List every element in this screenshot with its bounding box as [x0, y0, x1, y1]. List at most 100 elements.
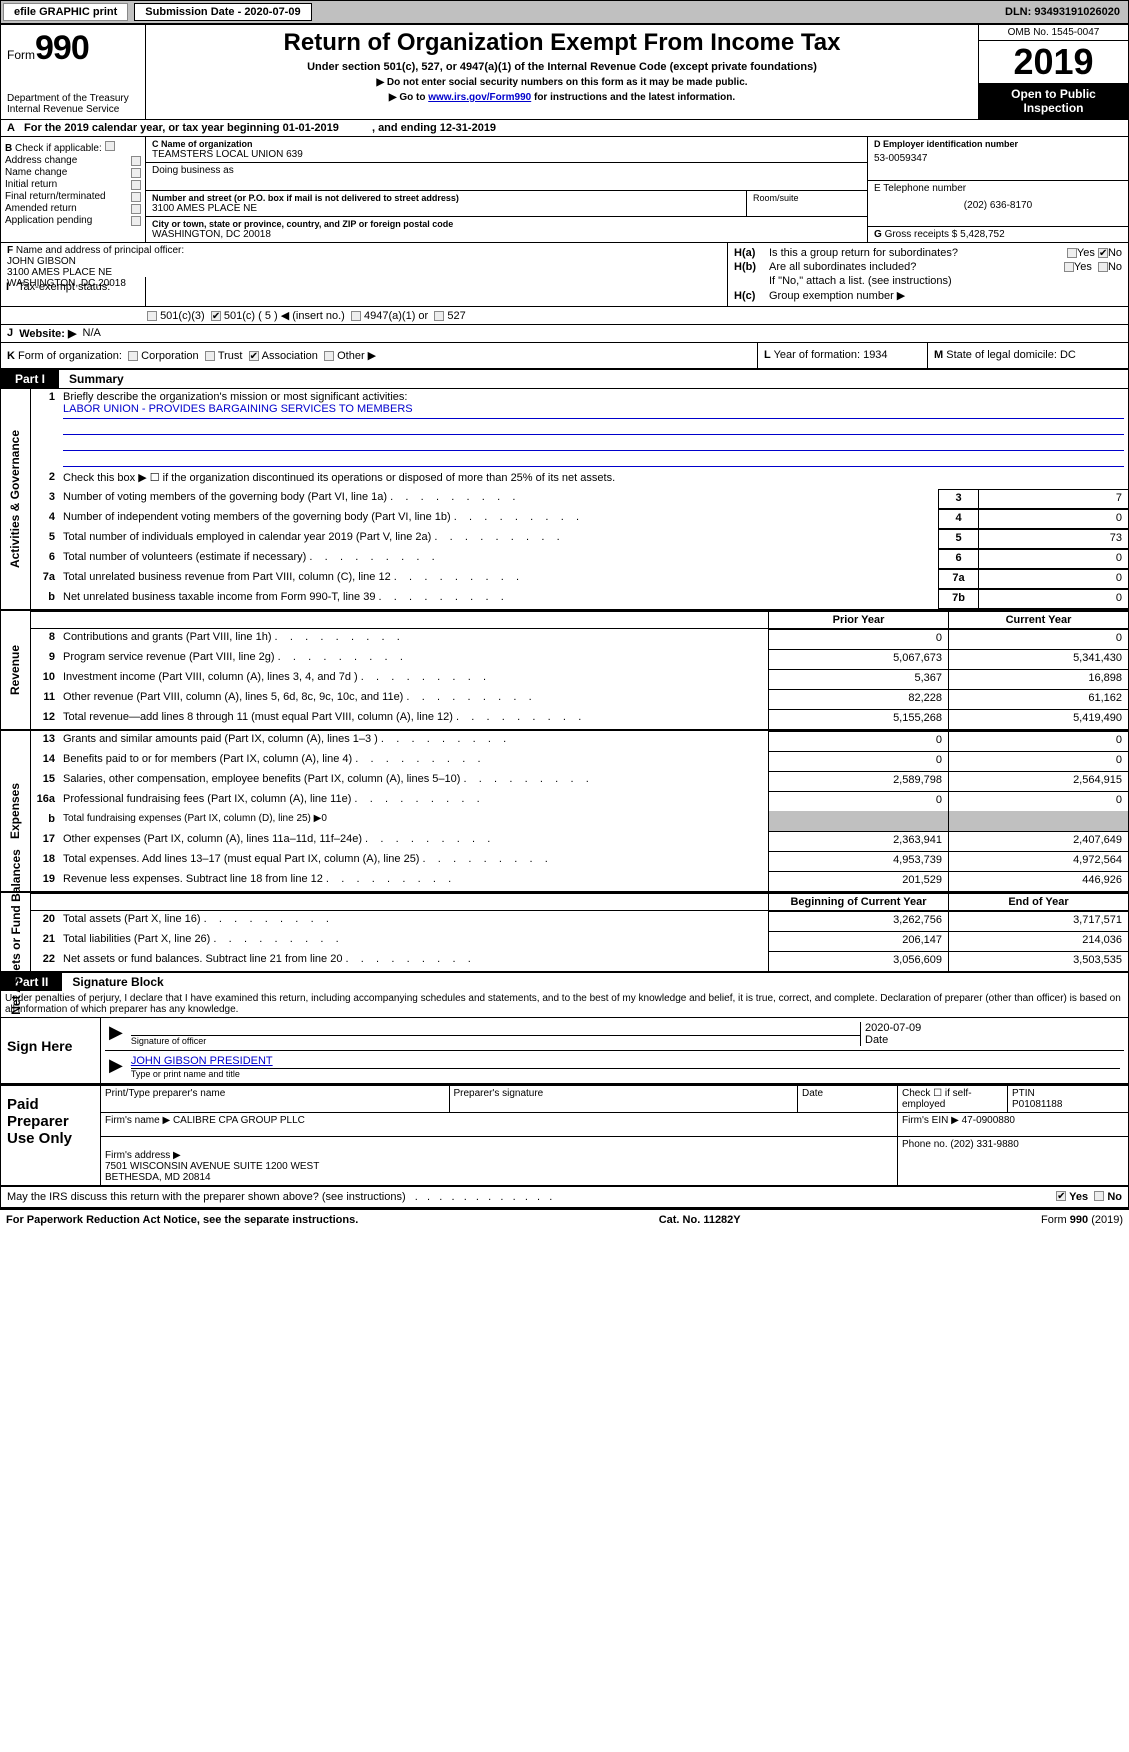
mission-blank-3 [63, 451, 1124, 467]
summary-line: b Net unrelated business taxable income … [31, 589, 1128, 609]
irs-no-check[interactable] [1094, 1191, 1104, 1201]
summary-line: 14 Benefits paid to or for members (Part… [31, 751, 1128, 771]
line-num: 4 [31, 509, 59, 529]
curr-val: 0 [948, 629, 1128, 649]
section-b-item-check[interactable] [131, 168, 141, 178]
hb-yes-check[interactable] [1064, 262, 1074, 272]
ha-yes-check[interactable] [1067, 248, 1077, 258]
sig-officer-label: Signature of officer [131, 1036, 860, 1046]
line-val: 7 [978, 489, 1128, 509]
section-b-item-label: Initial return [5, 179, 57, 190]
sign-here-label: Sign Here [1, 1018, 101, 1083]
section-b-item-check[interactable] [131, 156, 141, 166]
row-a-letter: A [7, 122, 15, 134]
g-letter: G [874, 229, 882, 240]
assoc-check[interactable] [249, 351, 259, 361]
print-name-label: Print/Type preparer's name [101, 1086, 450, 1112]
hb-no-check[interactable] [1098, 262, 1108, 272]
form-title-block: Return of Organization Exempt From Incom… [146, 25, 978, 119]
curr-val: 0 [948, 731, 1128, 751]
opt-501c3: 501(c)(3) [160, 310, 205, 322]
form-title: Return of Organization Exempt From Incom… [150, 29, 974, 57]
net-assets-section: Net Assets or Fund Balances Beginning of… [1, 893, 1128, 973]
officer-name: JOHN GIBSON [7, 256, 76, 267]
section-b-item: Amended return [5, 203, 141, 214]
line-box: 6 [938, 549, 978, 569]
opt-assoc: Association [262, 350, 318, 362]
curr-val: 446,926 [948, 871, 1128, 891]
corp-check[interactable] [128, 351, 138, 361]
website-value: N/A [83, 327, 101, 340]
section-b-item-label: Final return/terminated [5, 191, 106, 202]
trust-check[interactable] [205, 351, 215, 361]
line-desc: Total liabilities (Part X, line 26) [59, 931, 768, 951]
curr-val: 61,162 [948, 689, 1128, 709]
summary-line: 4 Number of independent voting members o… [31, 509, 1128, 529]
line-desc: Total unrelated business revenue from Pa… [59, 569, 938, 589]
irs-link[interactable]: www.irs.gov/Form990 [428, 92, 531, 103]
line-desc: Other expenses (Part IX, column (A), lin… [59, 831, 768, 851]
section-b-item: Name change [5, 167, 141, 178]
curr-val: 0 [948, 791, 1128, 811]
part2-header: Part II Signature Block [1, 973, 1128, 991]
hc-label: H(c) [734, 290, 769, 302]
section-b-item: Address change [5, 155, 141, 166]
line-num: 7a [31, 569, 59, 589]
k-letter: K [7, 350, 15, 362]
line-num: 6 [31, 549, 59, 569]
paid-preparer-label: Paid Preparer Use Only [1, 1086, 101, 1185]
ha-no-check[interactable] [1098, 248, 1108, 258]
summary-line: 16a Professional fundraising fees (Part … [31, 791, 1128, 811]
section-b-item-label: Application pending [5, 215, 92, 226]
527-check[interactable] [434, 311, 444, 321]
mission-blank-1 [63, 419, 1124, 435]
check-applicable-box[interactable] [105, 141, 115, 151]
summary-line: 5 Total number of individuals employed i… [31, 529, 1128, 549]
efile-graphic-button[interactable]: efile GRAPHIC print [3, 3, 128, 21]
summary-line: 18 Total expenses. Add lines 13–17 (must… [31, 851, 1128, 871]
phone-label: E Telephone number [874, 183, 1122, 194]
section-b-item-check[interactable] [131, 216, 141, 226]
row-a-tax-year: A For the 2019 calendar year, or tax yea… [1, 120, 1128, 137]
street-value: 3100 AMES PLACE NE [152, 203, 740, 214]
opt-other: Other ▶ [337, 349, 376, 362]
501c3-check[interactable] [147, 311, 157, 321]
end-year-header: End of Year [948, 893, 1128, 911]
section-b-item-check[interactable] [131, 192, 141, 202]
irs-yes-check[interactable] [1056, 1191, 1066, 1201]
l-letter: L [764, 349, 771, 361]
letter-b: B [5, 143, 12, 154]
line-num: 9 [31, 649, 59, 669]
line-val: 73 [978, 529, 1128, 549]
line-num: 12 [31, 709, 59, 729]
line-desc: Total number of individuals employed in … [59, 529, 938, 549]
row-a-begin: For the 2019 calendar year, or tax year … [24, 122, 339, 134]
line-num: 11 [31, 689, 59, 709]
dba-label: Doing business as [152, 165, 861, 176]
section-b-item-check[interactable] [131, 204, 141, 214]
part1-header: Part I Summary [1, 370, 1128, 388]
line-desc: Number of independent voting members of … [59, 509, 938, 529]
501c-check[interactable] [211, 311, 221, 321]
prior-val: 3,056,609 [768, 951, 948, 971]
top-bar: efile GRAPHIC print Submission Date - 20… [0, 0, 1129, 24]
line-num: 17 [31, 831, 59, 851]
part1-title: Summary [59, 372, 124, 386]
section-b-item-check[interactable] [131, 180, 141, 190]
ha-yes: Yes [1077, 247, 1095, 259]
prior-val: 0 [768, 751, 948, 771]
summary-line: 12 Total revenue—add lines 8 through 11 … [31, 709, 1128, 729]
street-label: Number and street (or P.O. box if mail i… [152, 193, 740, 203]
governance-vlabel: Activities & Governance [1, 389, 31, 609]
line-num: 20 [31, 911, 59, 931]
4947-check[interactable] [351, 311, 361, 321]
line-num: 14 [31, 751, 59, 771]
sig-date-label: Date [865, 1034, 1120, 1046]
year-formation: Year of formation: 1934 [774, 349, 888, 361]
other-check[interactable] [324, 351, 334, 361]
firm-name-label: Firm's name ▶ [105, 1115, 170, 1126]
part1-tab: Part I [1, 370, 59, 388]
line-desc: Professional fundraising fees (Part IX, … [59, 791, 768, 811]
line1-desc: Briefly describe the organization's miss… [63, 391, 407, 403]
form-id-block: Form990 Department of the Treasury Inter… [1, 25, 146, 119]
